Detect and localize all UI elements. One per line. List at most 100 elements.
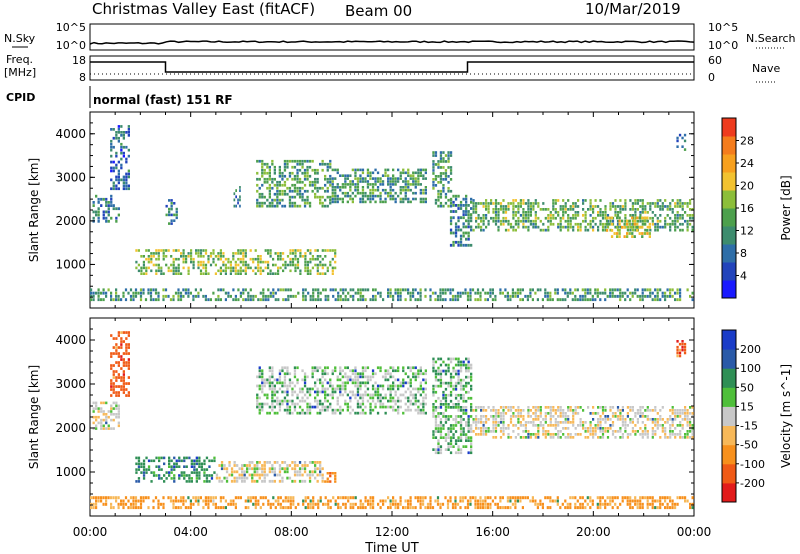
- power-cell: [299, 269, 302, 273]
- vel-cell: [399, 393, 402, 397]
- power-cell: [394, 183, 397, 186]
- power-cell: [519, 288, 522, 292]
- vel-cell: [461, 496, 465, 500]
- power-cell: [674, 205, 677, 208]
- power-cell: [631, 222, 634, 226]
- vel-cell: [656, 424, 659, 427]
- vel-cell: [502, 421, 505, 424]
- power-cell: [439, 178, 443, 181]
- power-cell: [444, 154, 448, 157]
- vel-cell: [634, 433, 637, 436]
- vel-cell: [359, 499, 362, 503]
- vel-cell: [476, 502, 480, 506]
- vel-cell: [476, 499, 480, 503]
- vel-cell: [303, 470, 307, 474]
- power-cell: [252, 257, 255, 261]
- vel-cell: [125, 343, 128, 346]
- power-cell: [239, 291, 242, 295]
- vel-cell: [334, 366, 337, 370]
- power-cell: [134, 294, 138, 298]
- power-cell: [669, 291, 672, 295]
- vel-cell: [459, 433, 463, 436]
- power-cell: [359, 298, 362, 302]
- vel-cell: [404, 390, 407, 394]
- power-cell: [267, 266, 270, 270]
- vel-cell: [319, 473, 322, 477]
- power-cell: [277, 255, 280, 258]
- power-cell: [681, 216, 684, 220]
- vel-cell: [195, 459, 198, 463]
- vel-cell: [419, 393, 422, 397]
- power-cell: [449, 210, 453, 213]
- power-cell: [524, 225, 527, 229]
- vel-cell: [504, 506, 507, 510]
- vel-cell: [147, 465, 151, 468]
- vel-cell: [117, 364, 120, 367]
- vel-cell: [442, 390, 445, 394]
- power-cell: [304, 252, 307, 255]
- power-cell: [278, 165, 281, 169]
- power-cell: [291, 171, 294, 175]
- power-cell: [449, 151, 453, 154]
- vel-cell: [439, 506, 442, 510]
- power-cell: [522, 222, 525, 226]
- vel-cell: [117, 391, 120, 394]
- vel-cell: [324, 387, 327, 391]
- power-cell: [172, 257, 175, 261]
- power-cell: [268, 168, 271, 172]
- vel-cell: [646, 506, 649, 510]
- vel-cell: [139, 506, 143, 510]
- vel-cell: [331, 408, 334, 412]
- vel-cell: [629, 406, 632, 409]
- power-cell: [117, 187, 120, 191]
- power-cell: [174, 291, 178, 295]
- power-cell: [272, 257, 275, 261]
- power-cell: [356, 183, 360, 186]
- power-cell: [631, 219, 634, 223]
- vel-cell: [308, 479, 312, 483]
- power-cell: [509, 222, 513, 226]
- vel-cell: [404, 408, 407, 412]
- power-cell: [631, 228, 634, 232]
- vel-cell: [362, 506, 365, 510]
- vel-cell: [288, 384, 292, 388]
- power-cell: [641, 219, 644, 223]
- power-cell: [346, 191, 349, 195]
- vel-cell: [604, 506, 607, 510]
- vel-cell: [115, 407, 118, 410]
- power-cell: [172, 298, 175, 302]
- vel-cell: [591, 502, 594, 506]
- power-cell: [601, 214, 605, 217]
- vel-cell: [616, 430, 620, 433]
- vel-cell: [626, 496, 629, 500]
- vel-cell: [286, 369, 289, 373]
- vel-cell: [517, 427, 520, 430]
- power-cell: [168, 213, 171, 217]
- power-cell: [567, 222, 570, 226]
- vel-cell: [120, 355, 123, 358]
- vel-cell: [293, 479, 297, 483]
- vel-cell: [286, 470, 289, 474]
- power-cell: [439, 154, 443, 157]
- power-cell: [303, 168, 307, 172]
- power-cell: [192, 266, 195, 270]
- vel-cell: [214, 506, 217, 510]
- power-cell: [293, 165, 297, 169]
- vel-cell: [137, 462, 141, 466]
- power-cell: [638, 216, 641, 220]
- vel-cell: [452, 357, 455, 361]
- power-cell: [312, 298, 315, 302]
- vel-cell: [361, 402, 365, 406]
- power-cell: [150, 269, 153, 273]
- vel-cell: [354, 502, 357, 506]
- vel-cell: [261, 372, 264, 376]
- power-cell: [354, 291, 357, 295]
- power-cell: [497, 219, 500, 223]
- vel-cell: [112, 388, 115, 391]
- power-cell: [549, 211, 552, 214]
- power-cell: [624, 205, 627, 208]
- power-cell: [115, 131, 118, 134]
- power-cell: [404, 191, 407, 195]
- vel-cell: [604, 499, 607, 503]
- power-cell: [190, 252, 193, 255]
